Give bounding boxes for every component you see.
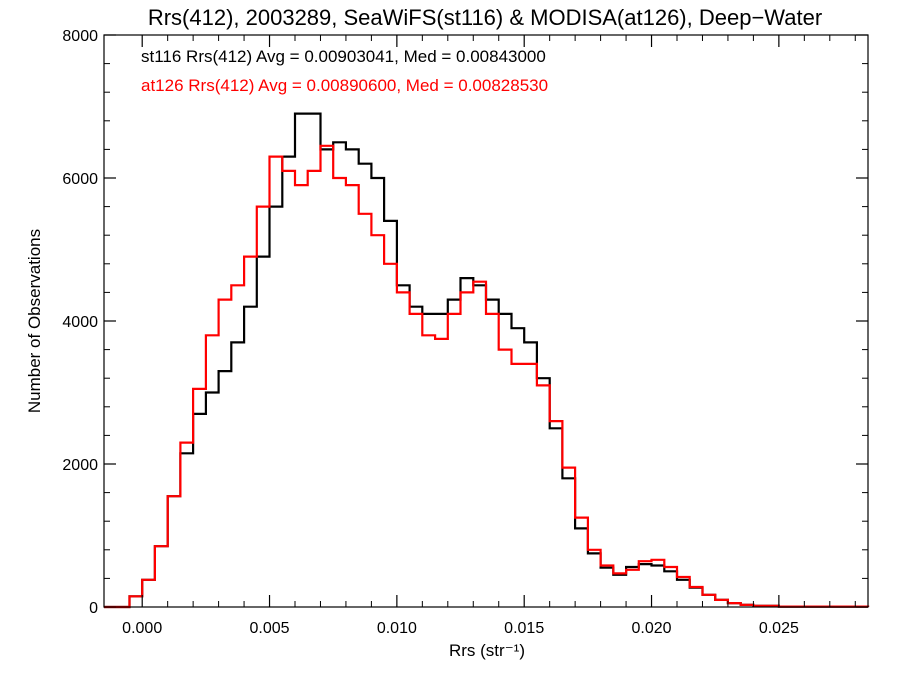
y-tick-label: 6000 [62,171,98,188]
x-tick-label: 0.005 [250,620,290,637]
x-axis: 0.000 0.005 0.010 0.015 0.020 0.025 [122,35,856,637]
series-group [104,112,870,609]
y-tick-label: 2000 [62,457,98,474]
annotation-st116: st116 Rrs(412) Avg = 0.00903041, Med = 0… [141,47,546,66]
x-tick-label: 0.010 [377,620,417,637]
y-axis: 0 2000 4000 6000 8000 [62,28,868,617]
y-tick-label: 4000 [62,314,98,331]
x-tick-label: 0.020 [632,620,672,637]
x-axis-label: Rrs (str⁻¹) [449,641,525,660]
y-tick-label: 0 [89,600,98,617]
x-tick-label: 0.000 [122,620,162,637]
y-axis-label: Number of Observations [25,229,44,413]
x-tick-label: 0.025 [759,620,799,637]
chart-title: Rrs(412), 2003289, SeaWiFS(st116) & MODI… [148,5,822,30]
series-line-st116 [104,112,870,609]
x-tick-label: 0.015 [504,620,544,637]
annotation-at126: at126 Rrs(412) Avg = 0.00890600, Med = 0… [141,76,548,95]
series-line-at126 [104,144,870,609]
y-tick-label: 8000 [62,28,98,45]
